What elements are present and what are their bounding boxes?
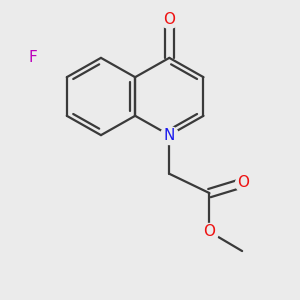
- Text: O: O: [163, 12, 175, 27]
- Text: F: F: [28, 50, 37, 65]
- Text: O: O: [203, 224, 215, 239]
- Text: O: O: [238, 175, 250, 190]
- Text: N: N: [164, 128, 175, 142]
